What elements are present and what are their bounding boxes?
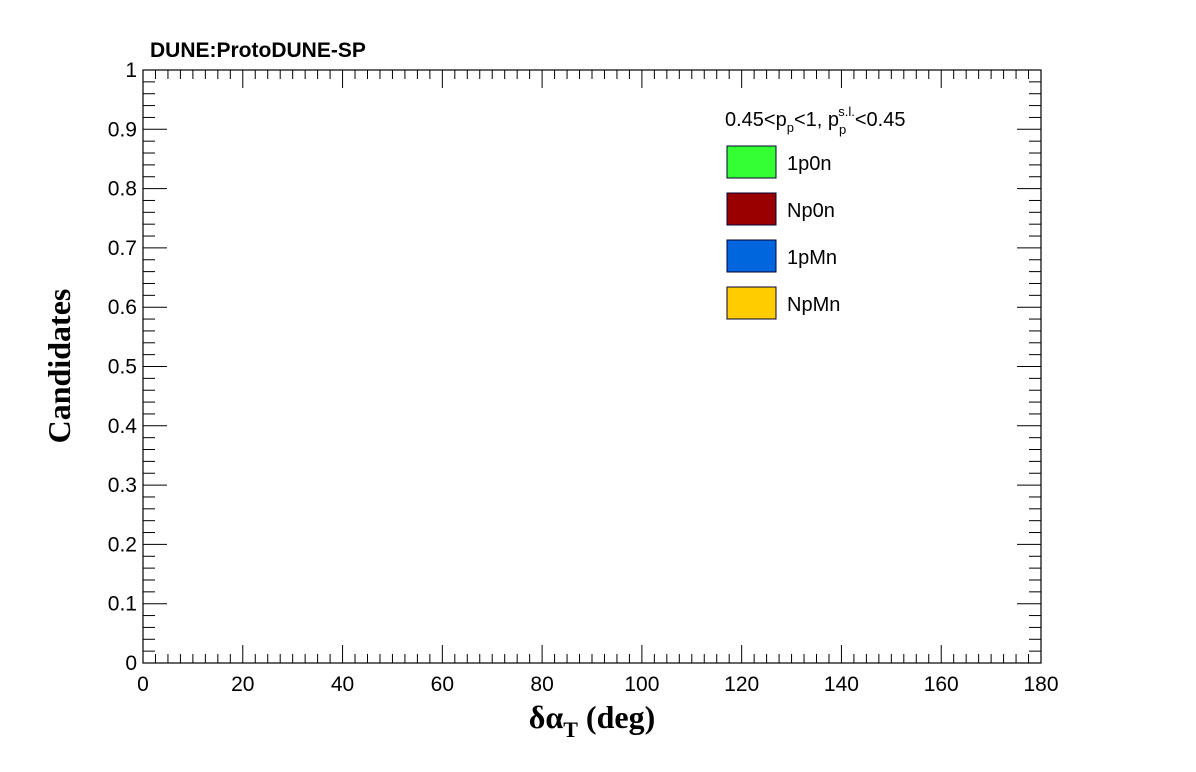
y-tick-label: 0.8 bbox=[108, 178, 137, 201]
legend-swatch bbox=[726, 239, 777, 273]
legend-label: 1p0n bbox=[787, 153, 832, 175]
x-axis-label-sub: T bbox=[563, 717, 578, 742]
y-tick-label: 0.4 bbox=[108, 415, 138, 438]
x-tick-label: 140 bbox=[824, 673, 859, 696]
x-axis-label-base: δα bbox=[529, 699, 564, 735]
x-ticks: 0 20 40 60 80 100 120 140 160 180 bbox=[137, 70, 1059, 696]
legend-label: NpMn bbox=[787, 294, 840, 316]
y-tick-label: 0 bbox=[125, 652, 137, 675]
axes bbox=[142, 69, 1042, 664]
x-tick-label: 180 bbox=[1023, 673, 1058, 696]
y-tick-label: 0.2 bbox=[108, 533, 137, 556]
y-tick-label: 0.7 bbox=[108, 237, 137, 260]
chart-title: DUNE:ProtoDUNE-SP bbox=[150, 39, 366, 62]
legend-header: 0.45<pp<1, pps.l.<0.45 bbox=[725, 104, 905, 137]
x-tick-label: 60 bbox=[431, 673, 454, 696]
x-axis-label-unit: (deg) bbox=[578, 699, 655, 735]
legend-swatch bbox=[726, 192, 777, 226]
y-tick-label: 0.5 bbox=[108, 356, 137, 379]
x-tick-label: 20 bbox=[231, 673, 254, 696]
y-tick-label: 0.3 bbox=[108, 474, 137, 497]
x-tick-label: 160 bbox=[924, 673, 959, 696]
y-axis-label: Candidates bbox=[41, 289, 77, 444]
x-tick-label: 120 bbox=[724, 673, 759, 696]
x-tick-label: 100 bbox=[624, 673, 659, 696]
legend: 0.45<pp<1, pps.l.<0.45 1p0n Np0n 1pMn NpMn bbox=[725, 104, 905, 320]
y-tick-label: 0.9 bbox=[108, 118, 137, 141]
y-tick-label: 0.6 bbox=[108, 296, 137, 319]
legend-swatch bbox=[726, 145, 777, 179]
legend-label: 1pMn bbox=[787, 247, 837, 269]
x-tick-label: 0 bbox=[137, 673, 149, 696]
legend-entries: 1p0n Np0n 1pMn NpMn bbox=[726, 145, 840, 320]
x-axis-label: δαT (deg) bbox=[529, 699, 655, 742]
y-ticks: 0 0.1 0.2 0.3 0.4 0.5 0.6 0.7 0.8 0.9 1 bbox=[108, 59, 1041, 675]
x-tick-label: 80 bbox=[530, 673, 553, 696]
legend-swatch bbox=[726, 286, 777, 320]
x-tick-label: 40 bbox=[331, 673, 354, 696]
plot-frame bbox=[142, 69, 1042, 664]
y-tick-label: 1 bbox=[125, 59, 137, 82]
legend-label: Np0n bbox=[787, 200, 835, 222]
y-tick-label: 0.1 bbox=[108, 593, 137, 616]
